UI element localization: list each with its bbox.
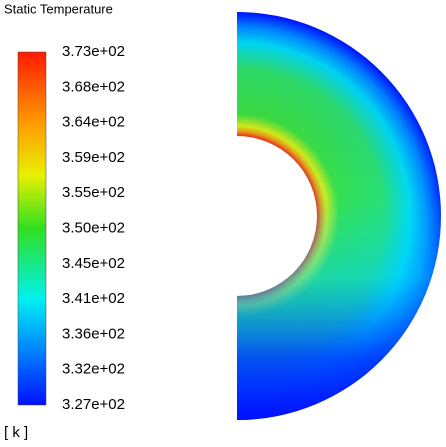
colorbar-label: 3.41e+02 [62, 290, 125, 307]
colorbar-label: 3.68e+02 [62, 78, 125, 95]
title: Static Temperature [4, 1, 113, 16]
unit: [ k ] [4, 424, 28, 441]
colorbar-label: 3.59e+02 [62, 149, 125, 166]
colorbar-label: 3.32e+02 [62, 361, 125, 378]
colorbar [17, 51, 47, 406]
colorbar-label: 3.45e+02 [62, 255, 125, 272]
colorbar-label: 3.64e+02 [62, 114, 125, 131]
colorbar-labels: 3.73e+02 3.68e+02 3.64e+02 3.59e+02 3.55e+02… [62, 43, 125, 413]
colorbar-label: 3.50e+02 [62, 219, 125, 236]
colorbar-label: 3.55e+02 [62, 184, 125, 201]
colorbar-label: 3.36e+02 [62, 325, 125, 342]
temperature-field-shade [237, 12, 441, 420]
colorbar-label: 3.73e+02 [62, 43, 125, 60]
colorbar-label: 3.27e+02 [62, 396, 125, 413]
